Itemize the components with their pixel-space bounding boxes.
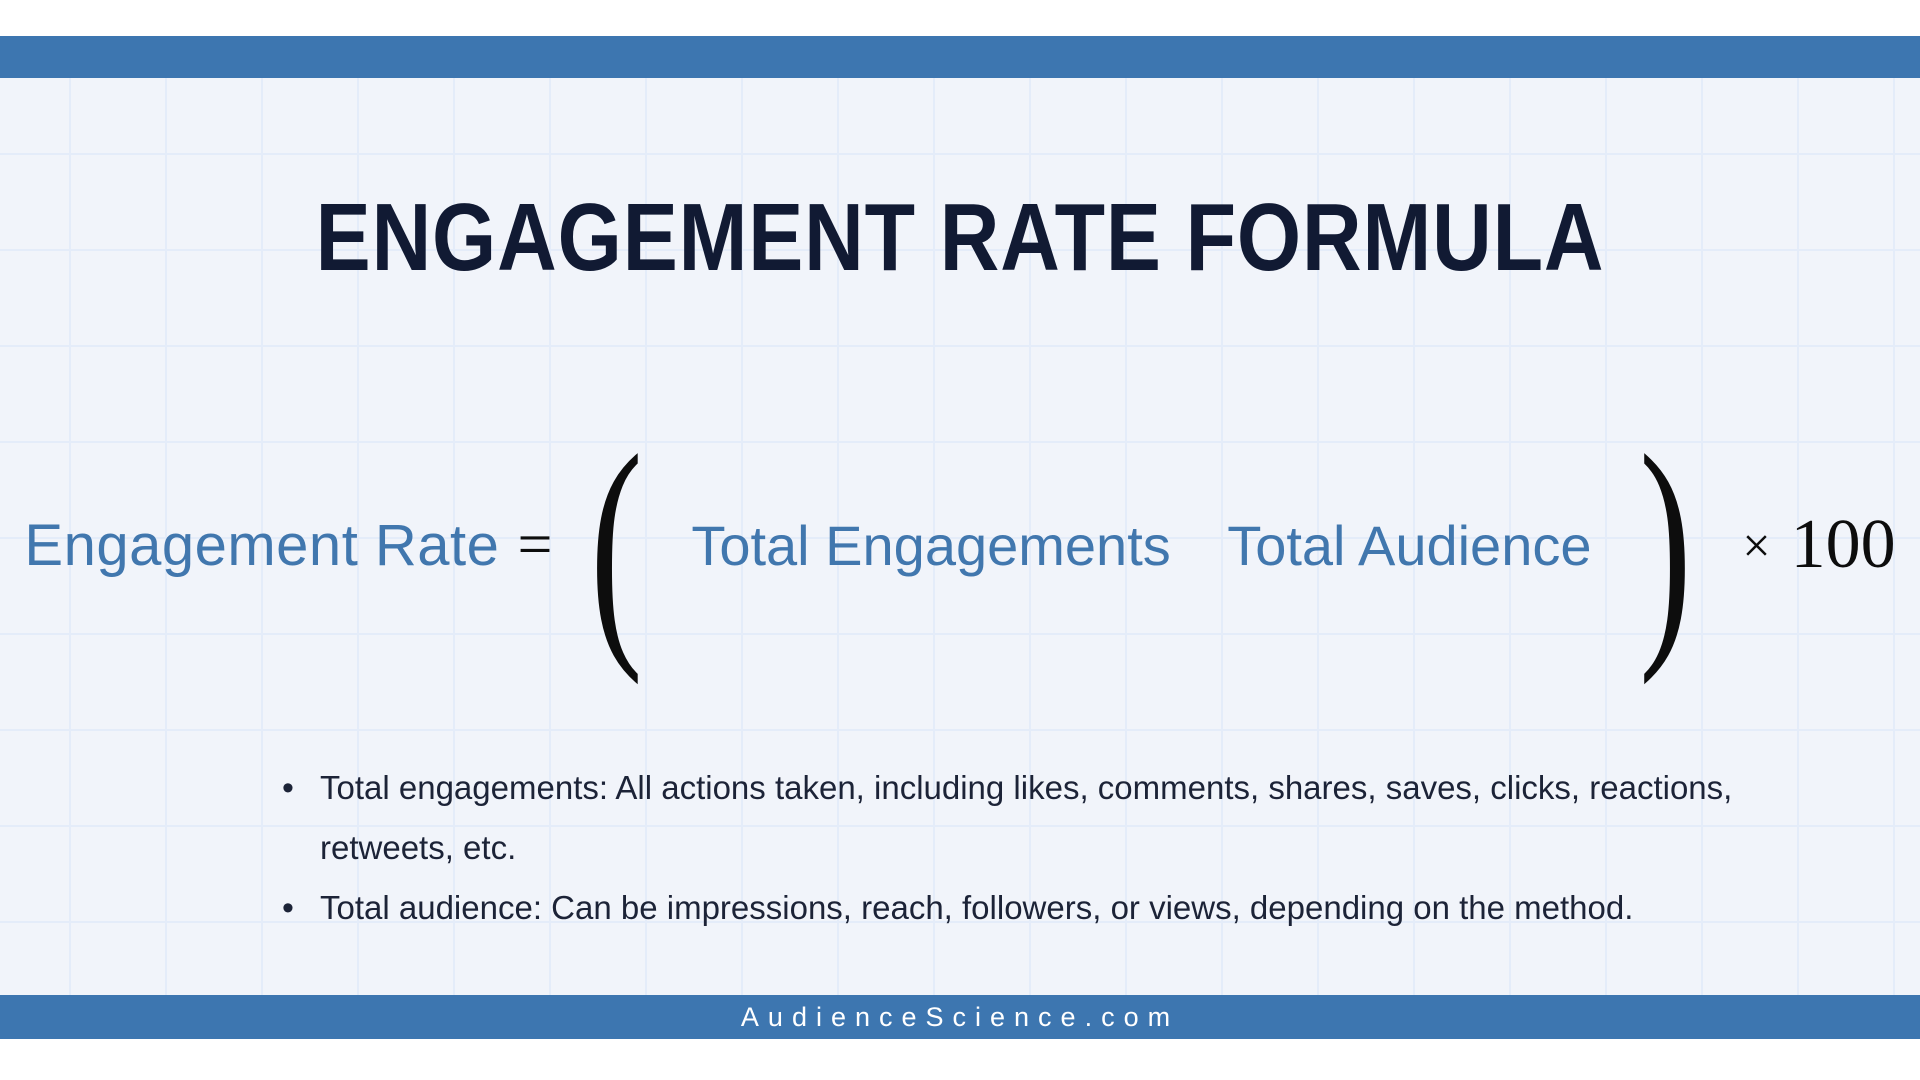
multiply-sign: × [1742,517,1771,573]
bullet-item-total-engagements: • Total engagements: All actions taken, … [280,758,1820,878]
fraction-numerator: Total Engagements [691,513,1171,577]
bullet-dot: • [282,769,294,807]
bullet-item-total-audience: • Total audience: Can be impressions, re… [280,878,1820,938]
footer-bar: AudienceScience.com [0,995,1920,1039]
bullet-list: • Total engagements: All actions taken, … [280,758,1820,938]
formula-lhs: Engagement Rate [24,512,500,578]
engagement-rate-formula: Engagement Rate = ( Total Engagements To… [24,404,1896,686]
content-canvas: ENGAGEMENT RATE FORMULA Engagement Rate … [0,78,1920,995]
footer-site-url: AudienceScience.com [740,1001,1180,1032]
fraction: Total Engagements Total Audience [665,513,1617,578]
top-accent-bar [0,36,1920,78]
bullet-text: Total engagements: All actions taken, in… [320,769,1733,867]
bullet-dot: • [282,889,294,928]
bullet-text: Total audience: Can be impressions, reac… [320,889,1634,927]
fraction-denominator: Total Audience [1227,513,1592,577]
multiplier-value: 100 [1790,506,1896,583]
equals-sign: = [517,510,553,579]
page-title: ENGAGEMENT RATE FORMULA [315,184,1605,291]
